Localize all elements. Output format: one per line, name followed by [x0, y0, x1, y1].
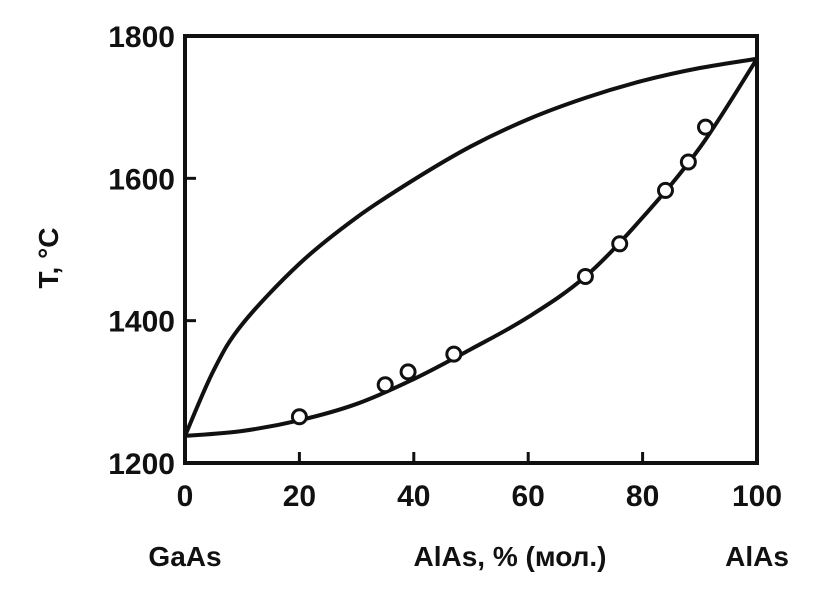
- y-tick-label-1200: 1200: [108, 448, 175, 481]
- liquidus-curve: [183, 56, 759, 438]
- x-end-label-right: AlAs: [725, 541, 789, 572]
- x-tick-label-20: 20: [283, 480, 316, 513]
- data-point-0: [290, 408, 308, 426]
- x-tick-label-80: 80: [626, 480, 659, 513]
- x-axis: 0 20 40 60 80 100: [177, 452, 782, 513]
- data-point-2: [399, 363, 417, 381]
- data-point-1: [376, 376, 394, 394]
- solidus-curve: [183, 56, 759, 438]
- x-axis-label: AlAs, % (мол.): [414, 541, 607, 572]
- x-tick-label-100: 100: [732, 480, 782, 513]
- x-tick-label-0: 0: [177, 480, 194, 513]
- y-axis-label: T, °C: [33, 228, 64, 289]
- y-tick-label-1800: 1800: [108, 21, 175, 54]
- data-point-7: [679, 153, 697, 171]
- y-axis: 1200 1400 1600 1800: [108, 21, 196, 481]
- plot-border: [183, 34, 759, 465]
- x-tick-label-40: 40: [397, 480, 430, 513]
- y-tick-label-1600: 1600: [108, 163, 175, 196]
- data-point-6: [656, 181, 674, 199]
- data-point-4: [576, 268, 594, 286]
- data-point-5: [611, 235, 629, 253]
- y-tick-label-1400: 1400: [108, 306, 175, 339]
- plot-frame: [183, 34, 759, 465]
- data-point-3: [445, 345, 463, 363]
- x-end-label-left: GaAs: [148, 541, 221, 572]
- data-point-8: [697, 118, 715, 136]
- series-group: [183, 56, 759, 438]
- x-tick-label-60: 60: [512, 480, 545, 513]
